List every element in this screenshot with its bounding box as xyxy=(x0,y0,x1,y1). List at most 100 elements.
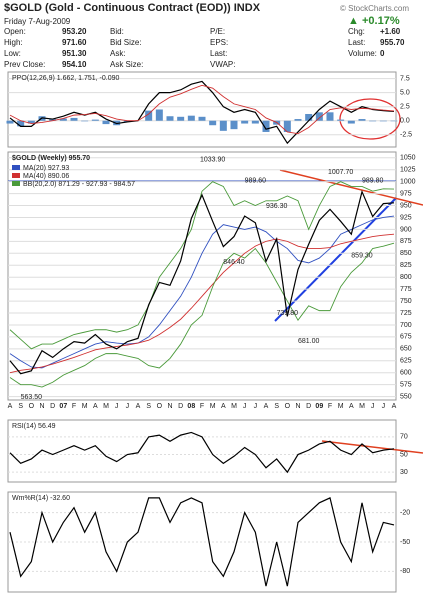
field-label: Bid: xyxy=(110,27,124,36)
x-tick-label: A xyxy=(93,403,98,410)
x-tick-label: J xyxy=(126,403,130,410)
x-tick-label: S xyxy=(274,403,279,410)
annotation: 936.30 xyxy=(266,203,288,210)
y-tick-label: 825 xyxy=(400,262,412,269)
histogram-bar xyxy=(262,120,270,132)
y-tick-label: 750 xyxy=(400,298,412,305)
x-tick-label: M xyxy=(210,403,216,410)
panel-title: $GOLD (Weekly) 955.70 xyxy=(12,155,90,162)
annotation: 563.50 xyxy=(21,394,43,401)
x-tick-label: F xyxy=(72,403,76,410)
highlight xyxy=(339,98,401,140)
series-line xyxy=(9,497,395,587)
x-tick-label: A xyxy=(221,403,226,410)
field-value: 953.20 xyxy=(62,27,87,36)
annotation: 1007.70 xyxy=(328,169,353,176)
x-tick-label: M xyxy=(103,403,109,410)
series-line xyxy=(9,242,395,388)
x-tick-label: F xyxy=(328,403,332,410)
x-tick-label: M xyxy=(231,403,237,410)
series-line xyxy=(9,215,395,369)
field-label: Open: xyxy=(4,27,26,36)
legend-swatch xyxy=(12,165,20,170)
field-value: 955.70 xyxy=(380,38,405,47)
down-trend xyxy=(279,169,423,206)
annotation: 681.00 xyxy=(298,338,320,345)
x-tick-label: J xyxy=(382,403,386,410)
histogram-bar xyxy=(337,119,345,121)
y-tick-label: 1025 xyxy=(400,167,416,174)
rsi-trend xyxy=(321,440,423,454)
y-tick-label: 1000 xyxy=(400,179,416,186)
y-tick-label: 800 xyxy=(400,274,412,281)
y-tick-label: 700 xyxy=(400,322,412,329)
x-tick-label: J xyxy=(115,403,119,410)
series-line xyxy=(9,84,395,135)
y-tick-label: -20 xyxy=(400,509,410,516)
field-label: EPS: xyxy=(210,38,229,47)
legend-label: BB(20,2.0) 871.29 - 927.93 - 984.57 xyxy=(23,181,135,188)
annotation: 846.40 xyxy=(223,259,245,266)
histogram-bar xyxy=(347,120,355,124)
field-value: 971.60 xyxy=(62,38,87,47)
legend-swatch xyxy=(12,181,20,186)
x-tick-label: A xyxy=(392,403,397,410)
series-line xyxy=(9,181,395,350)
legend-swatch xyxy=(12,173,20,178)
series-line xyxy=(9,80,395,145)
x-tick-label: O xyxy=(285,403,291,410)
histogram-bar xyxy=(91,119,99,121)
field-value: 0 xyxy=(380,49,385,58)
support-trend xyxy=(274,197,397,322)
y-tick-label: 975 xyxy=(400,190,412,197)
y-tick-label: 7.5 xyxy=(400,75,410,82)
histogram-bar xyxy=(326,112,334,121)
x-tick-label: S xyxy=(18,403,23,410)
histogram-bar xyxy=(198,116,206,121)
date: Friday 7-Aug-2009 xyxy=(4,17,71,26)
annotation: 989.60 xyxy=(245,177,267,184)
panel-title: RSI(14) 56.49 xyxy=(12,423,56,430)
y-tick-label: 625 xyxy=(400,358,412,365)
change-arrow: ▲ xyxy=(348,15,359,27)
field-value: +1.60 xyxy=(380,27,401,36)
field-label: VWAP: xyxy=(210,60,236,69)
annotation: 859.30 xyxy=(351,253,373,260)
y-tick-label: -50 xyxy=(400,539,410,546)
histogram-bar xyxy=(294,119,302,121)
annotation: 989.80 xyxy=(362,177,384,184)
histogram-bar xyxy=(155,109,163,121)
field-value: 951.30 xyxy=(62,49,87,58)
y-tick-label: 600 xyxy=(400,370,412,377)
y-tick-label: 850 xyxy=(400,250,412,257)
histogram-bar xyxy=(49,119,57,121)
x-tick-label: M xyxy=(359,403,365,410)
histogram-bar xyxy=(241,120,249,124)
field-label: High: xyxy=(4,38,23,47)
y-tick-label: 550 xyxy=(400,393,412,400)
x-tick-label: F xyxy=(200,403,204,410)
y-tick-label: 575 xyxy=(400,382,412,389)
x-tick-label: D xyxy=(306,403,311,410)
histogram-bar xyxy=(27,120,35,124)
histogram-bar xyxy=(379,120,387,122)
y-tick-label: 925 xyxy=(400,214,412,221)
annotation: 739.80 xyxy=(277,310,299,317)
histogram-bar xyxy=(6,120,14,124)
change: +0.17% xyxy=(362,15,400,27)
series-line xyxy=(9,233,395,374)
x-tick-label: A xyxy=(8,403,13,410)
histogram-bar xyxy=(177,116,185,121)
y-tick-label: 5.0 xyxy=(400,89,410,96)
histogram-bar xyxy=(59,118,67,121)
histogram-bar xyxy=(17,120,25,127)
field-label: Volume: xyxy=(348,49,377,58)
histogram-bar xyxy=(219,120,227,131)
x-tick-label: J xyxy=(371,403,375,410)
y-tick-label: 875 xyxy=(400,238,412,245)
x-tick-label: A xyxy=(349,403,354,410)
y-tick-label: 950 xyxy=(400,202,412,209)
field-label: Bid Size: xyxy=(110,38,142,47)
